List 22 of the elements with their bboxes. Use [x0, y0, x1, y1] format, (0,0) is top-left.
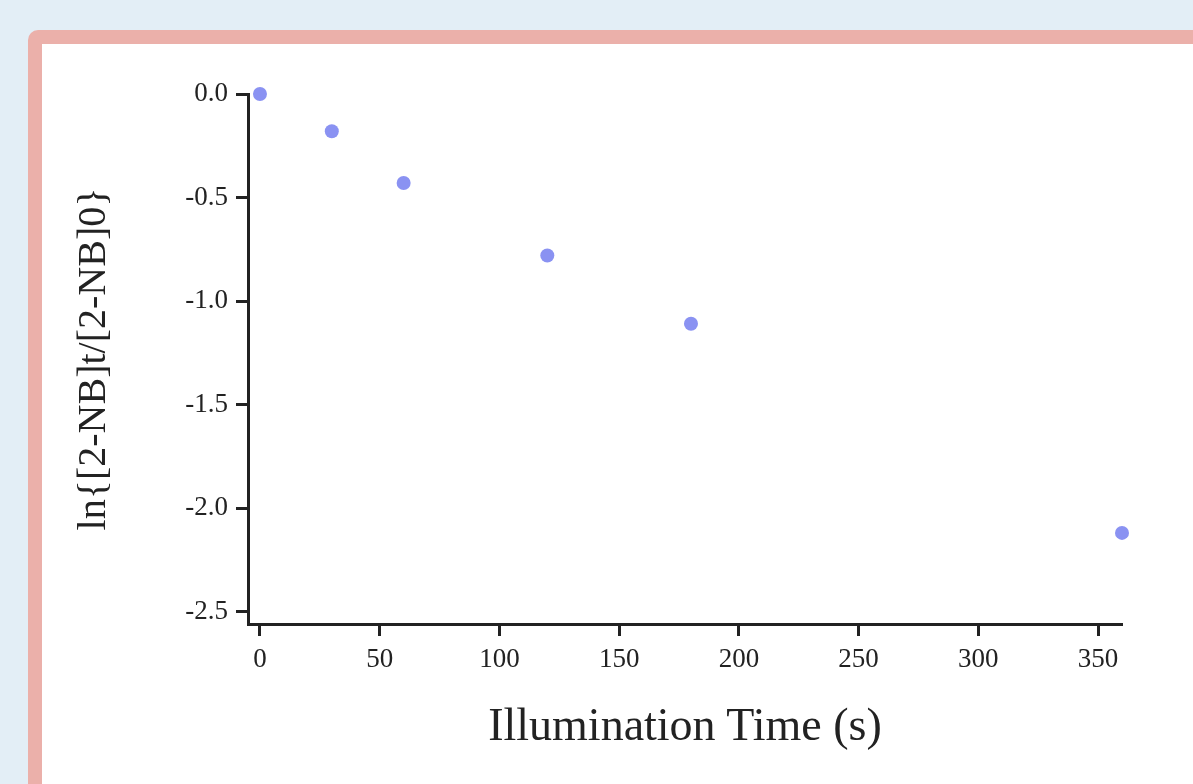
point	[1115, 525, 1129, 540]
y-tick-label: -2.5	[185, 594, 228, 625]
point	[324, 124, 339, 139]
y-tick-label: 0.0	[194, 77, 228, 108]
y-tick-label: -1.5	[185, 387, 228, 418]
x-tick-label: 300	[958, 643, 999, 674]
x-tick-label: 150	[598, 643, 640, 674]
point	[540, 248, 555, 263]
x-tick-label: 100	[479, 643, 520, 674]
y-tick-label: -0.5	[185, 180, 228, 211]
x-tick-label: 0	[253, 643, 267, 674]
point	[396, 176, 411, 191]
y-tick-label: -2.0	[185, 491, 228, 522]
point	[683, 316, 698, 331]
x-tick-label: 200	[718, 643, 760, 674]
x-tick-label: 50	[366, 643, 394, 674]
x-tick-label: 350	[1077, 643, 1119, 674]
x-tick-label: 250	[838, 643, 879, 674]
y-tick-label: -1.0	[185, 284, 228, 315]
y-axis-title: ln{[2-NB]t/[2-NB]0}	[68, 187, 114, 531]
point	[252, 87, 267, 101]
x-axis-title: Illumination Time (s)	[488, 699, 882, 751]
